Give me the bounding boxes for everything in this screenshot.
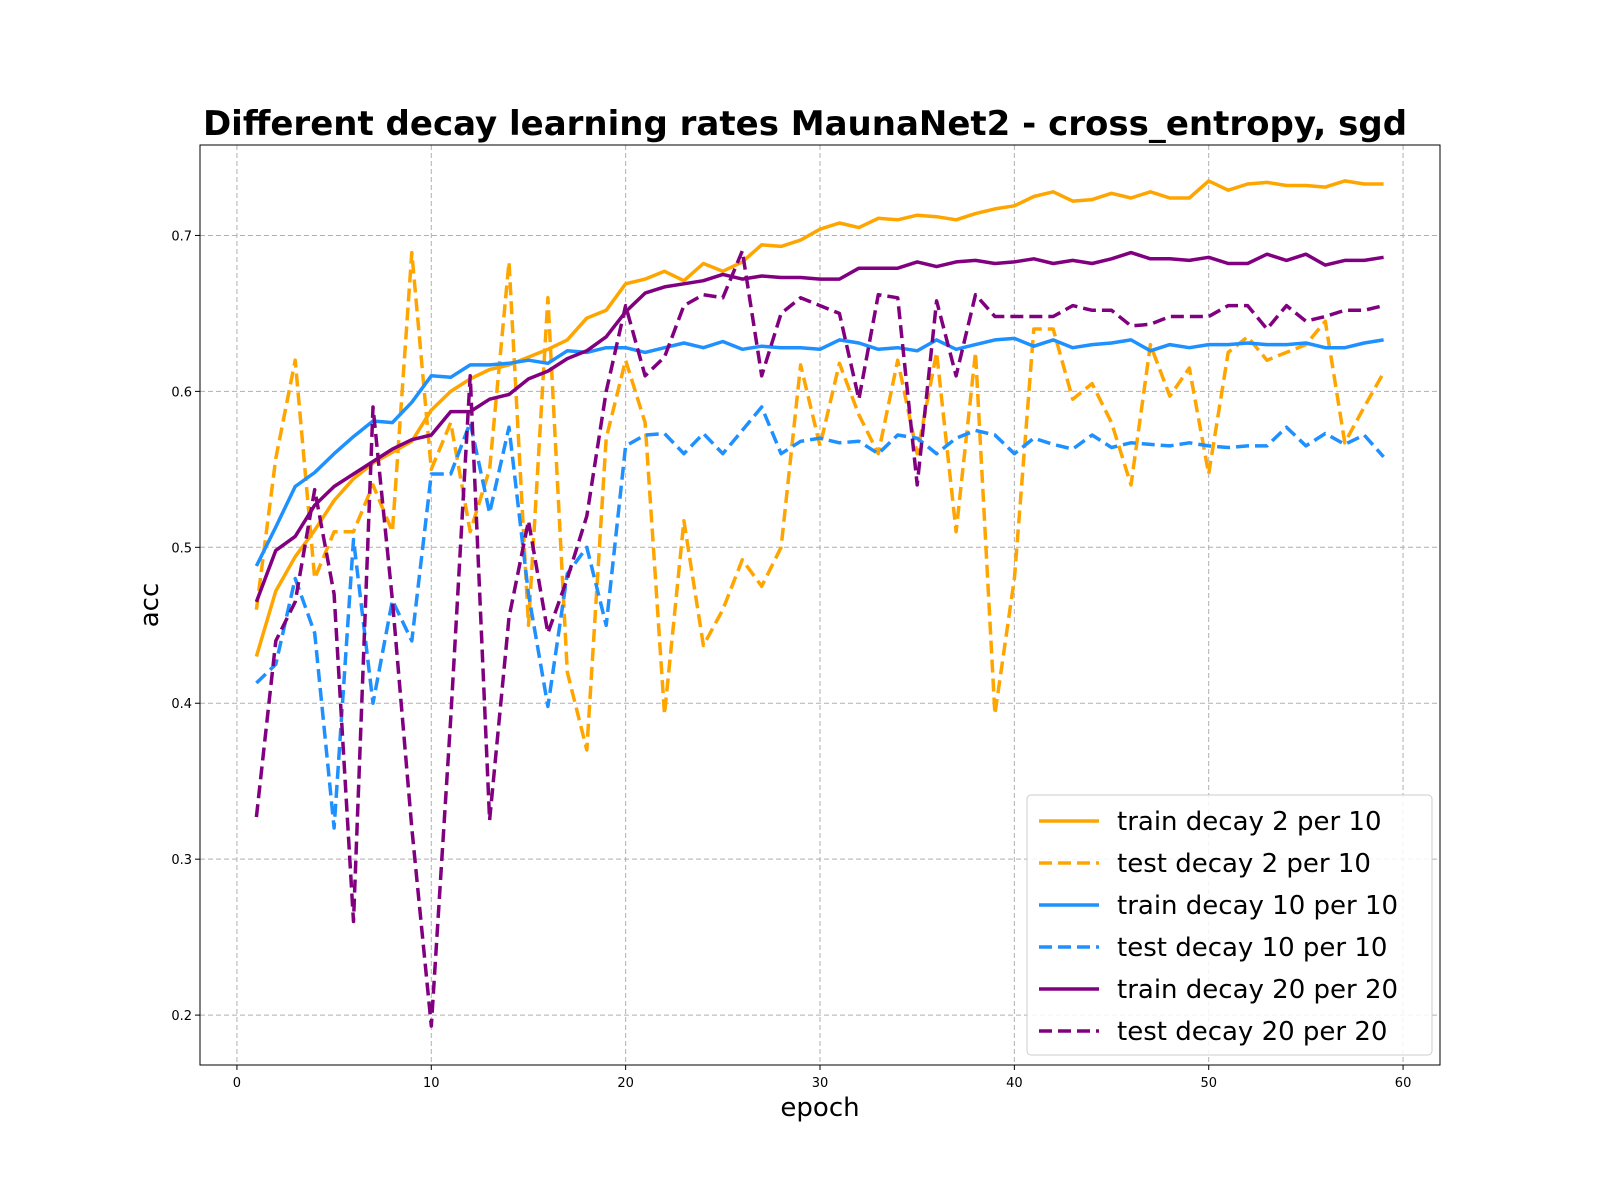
y-tick-label: 0.4 [171,697,192,712]
legend-label: test decay 2 per 10 [1117,849,1371,879]
x-tick-label: 20 [617,1076,634,1091]
y-tick-label: 0.7 [171,229,192,244]
chart-title: Different decay learning rates MaunaNet2… [203,104,1407,144]
legend-box [1026,794,1433,1056]
x-axis-label: epoch [780,1093,859,1123]
legend-label: train decay 20 per 20 [1117,975,1398,1005]
y-tick-label: 0.2 [171,1009,192,1024]
y-axis-label: acc [135,583,165,628]
series-line-5 [254,250,1384,603]
x-tick-label: 0 [233,1076,241,1091]
x-tick-label: 30 [812,1076,829,1091]
y-tick-label: 0.5 [171,541,192,556]
series-line-1 [254,179,1384,657]
y-tick-label: 0.3 [171,853,192,868]
legend-label: train decay 2 per 10 [1117,807,1382,837]
legend-label: test decay 10 per 10 [1117,933,1387,963]
legend-label: train decay 10 per 10 [1117,891,1398,921]
series-line-2 [254,250,1386,752]
legend: train decay 2 per 10 test decay 2 per 10 t… [1026,794,1433,1056]
x-tick-label: 50 [1200,1076,1217,1091]
series-line-3 [254,336,1384,567]
axis-ticks: 0 10 20 30 40 50 60 0.2 0.3 0.4 0.5 0.6 0.7 [171,229,1411,1091]
x-tick-label: 10 [423,1076,440,1091]
series-line-4 [255,405,1385,830]
legend-label: test decay 20 per 20 [1117,1017,1387,1047]
series-line-6 [254,249,1385,1028]
x-tick-label: 40 [1006,1076,1023,1091]
x-tick-label: 60 [1395,1076,1412,1091]
y-tick-label: 0.6 [171,385,192,400]
series-layer [254,179,1386,1028]
